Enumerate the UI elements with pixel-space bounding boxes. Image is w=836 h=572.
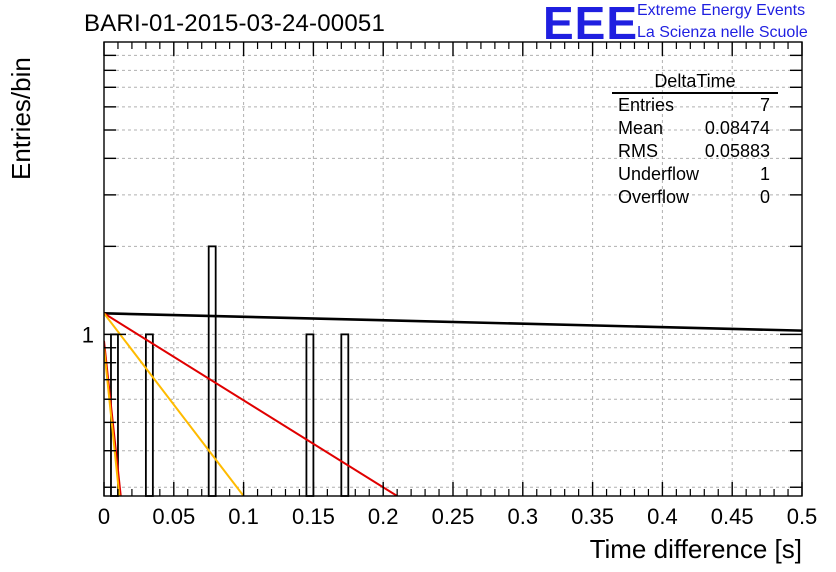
x-tick-label: 0.35 (571, 504, 614, 529)
y-axis-label: Entries/bin (6, 57, 36, 180)
stats-box: DeltaTime Entries 7 Mean 0.08474 RMS 0.0… (612, 70, 778, 209)
stats-rms-label: RMS (618, 141, 658, 161)
stats-row-overflow: Overflow 0 (612, 186, 778, 209)
x-tick-label: 0.45 (711, 504, 754, 529)
x-tick-label: 0.05 (152, 504, 195, 529)
stats-underflow-value: 1 (759, 164, 770, 184)
fit-line (104, 312, 802, 332)
x-tick-label: 0.2 (368, 504, 399, 529)
x-tick-label: 0.15 (292, 504, 335, 529)
stats-row-entries: Entries 7 (612, 94, 778, 117)
x-tick-label: 0 (98, 504, 110, 529)
stats-rms-value: 0.05883 (704, 141, 770, 161)
stats-row-mean: Mean 0.08474 (612, 117, 778, 140)
stats-entries-value: 7 (759, 95, 770, 115)
stats-row-underflow: Underflow 1 (612, 163, 778, 186)
histogram-bar (144, 333, 154, 497)
eee-logo: EEE (543, 0, 639, 49)
histogram-bar (340, 333, 350, 497)
x-tick-label: 0.1 (228, 504, 259, 529)
stats-entries-label: Entries (618, 95, 675, 115)
x-tick-label: 0.4 (647, 504, 678, 529)
fit-line (104, 312, 245, 496)
x-axis-label: Time difference [s] (589, 534, 802, 564)
y-tick-label: 1 (82, 322, 94, 347)
stats-mean-value: 0.08474 (704, 118, 770, 138)
x-tick-label: 0.5 (787, 504, 818, 529)
stats-underflow-label: Underflow (618, 164, 700, 184)
logo-line-2: La Scienza nelle Scuole (637, 24, 808, 41)
stats-mean-label: Mean (618, 118, 664, 138)
stats-overflow-value: 0 (759, 187, 770, 207)
stats-row-rms: RMS 0.05883 (612, 140, 778, 163)
fit-line (104, 312, 398, 496)
x-tick-label: 0.3 (508, 504, 539, 529)
x-tick-label: 0.25 (432, 504, 475, 529)
stats-overflow-label: Overflow (618, 187, 690, 207)
stats-title: DeltaTime (612, 70, 778, 94)
histogram-bar (305, 333, 315, 497)
chart-title: BARI-01-2015-03-24-00051 (84, 10, 385, 37)
logo-line-1: Extreme Energy Events (637, 2, 806, 19)
